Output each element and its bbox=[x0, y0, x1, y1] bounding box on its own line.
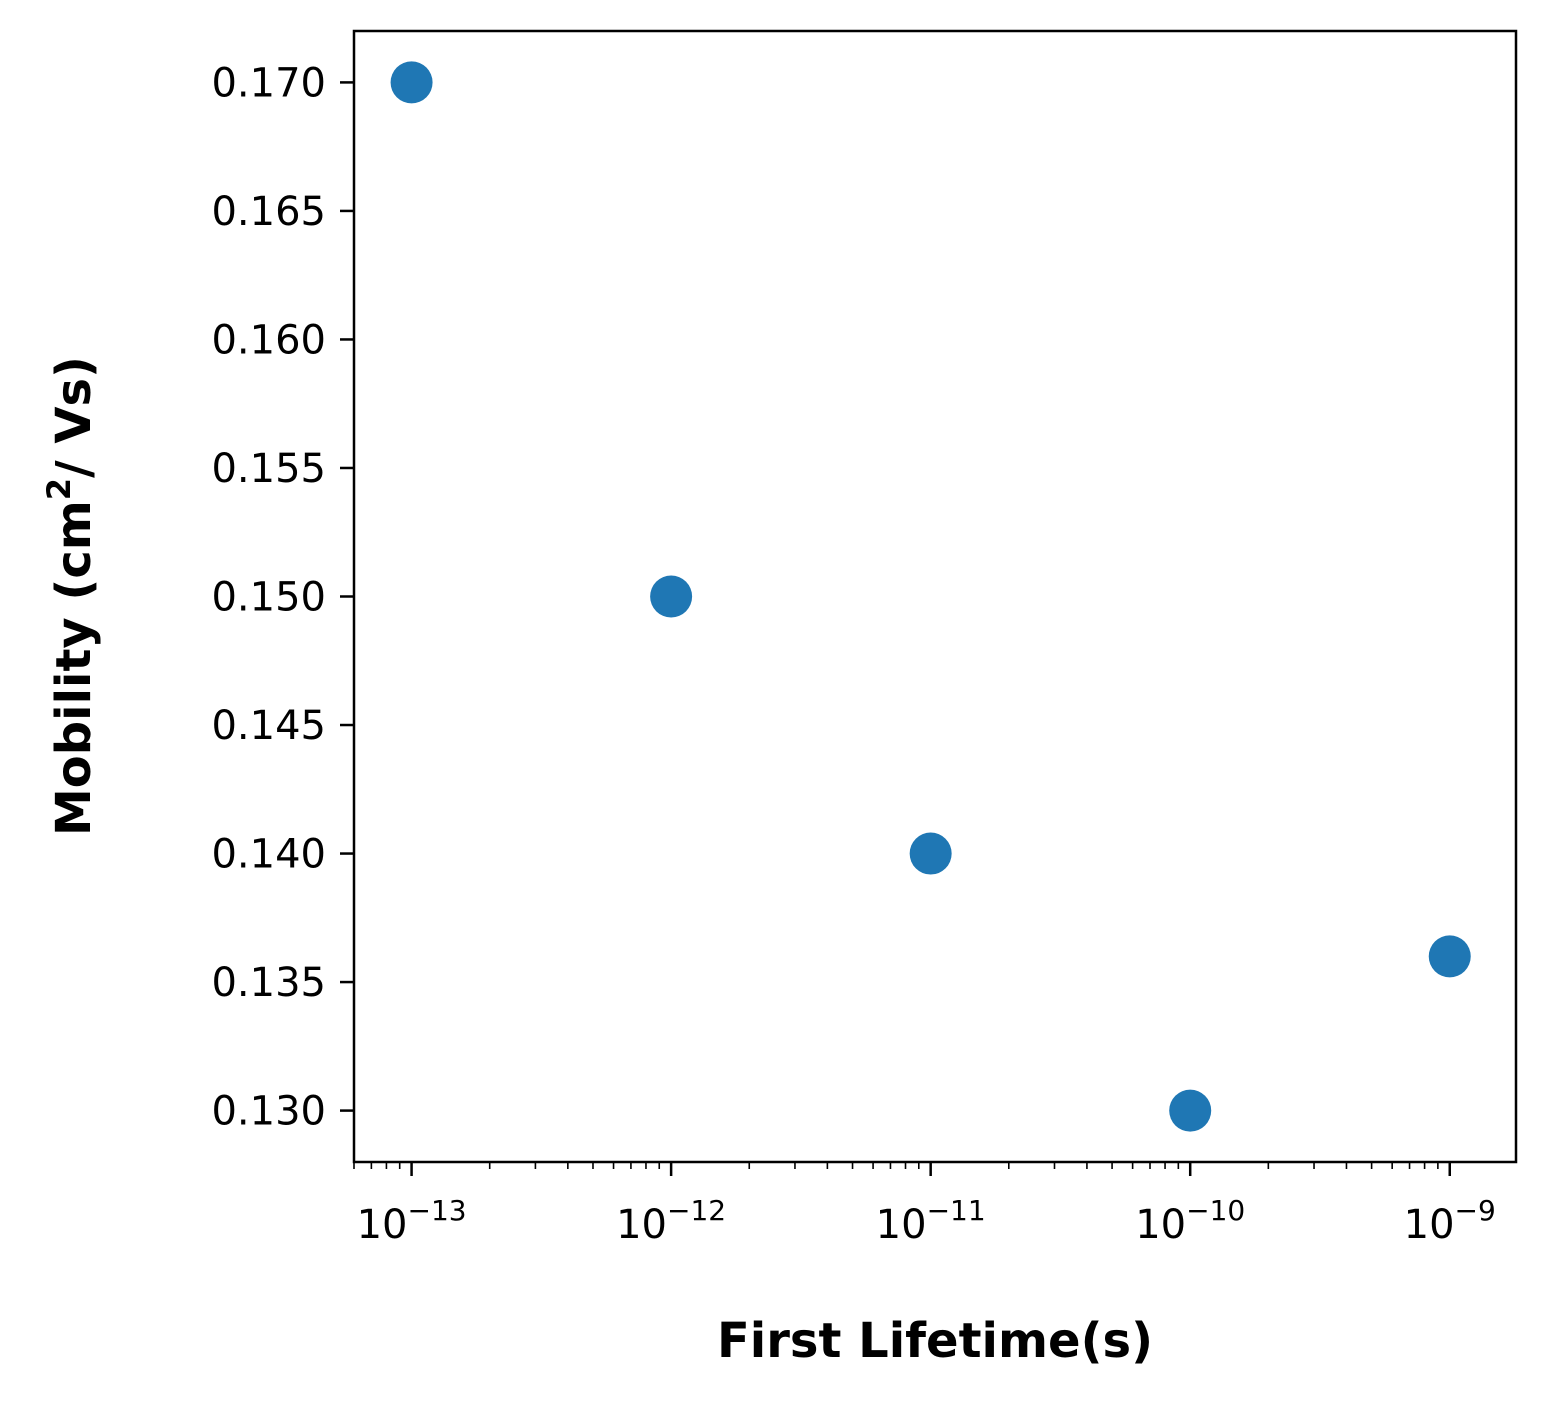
x-axis-ticks: 10−13 10−12 10−11 10−10 10−9 bbox=[357, 1162, 1496, 1248]
x-tick-label-4: 10−9 bbox=[1404, 1194, 1496, 1248]
y-tick-label-3: 0.145 bbox=[211, 703, 326, 749]
x-tick-label-1: 10−12 bbox=[616, 1194, 726, 1248]
y-axis-label-superscript: 2 bbox=[40, 478, 78, 500]
y-tick-label-4: 0.150 bbox=[211, 575, 326, 621]
x-tick-label-2: 10−11 bbox=[876, 1194, 986, 1248]
plot-frame bbox=[352, 29, 1518, 1164]
x-axis-label: First Lifetime(s) bbox=[717, 1313, 1153, 1369]
data-point-2 bbox=[909, 832, 952, 875]
y-tick-label-0: 0.130 bbox=[211, 1089, 326, 1135]
y-tick-label-7: 0.165 bbox=[211, 189, 326, 235]
data-points bbox=[390, 61, 1471, 1132]
x-tick-label-3: 10−10 bbox=[1135, 1194, 1245, 1248]
y-tick-label-1: 0.135 bbox=[211, 960, 326, 1006]
y-axis-label: Mobility (cm2/ Vs) bbox=[40, 356, 102, 836]
y-tick-label-8: 0.170 bbox=[211, 60, 326, 106]
data-point-4 bbox=[1428, 935, 1471, 978]
y-axis-label-main: Mobility (cm bbox=[46, 500, 102, 836]
y-axis-ticks: 0.130 0.135 0.140 0.145 0.150 0.155 0.160 0.165… bbox=[211, 60, 354, 1135]
x-tick-label-0: 10−13 bbox=[357, 1194, 467, 1248]
data-point-0 bbox=[390, 61, 433, 104]
data-point-3 bbox=[1169, 1089, 1212, 1132]
data-point-1 bbox=[650, 575, 693, 618]
y-tick-label-5: 0.155 bbox=[211, 446, 326, 492]
y-axis-label-suffix: / Vs) bbox=[46, 356, 102, 478]
y-tick-label-6: 0.160 bbox=[211, 317, 326, 363]
y-tick-label-2: 0.140 bbox=[211, 832, 326, 878]
